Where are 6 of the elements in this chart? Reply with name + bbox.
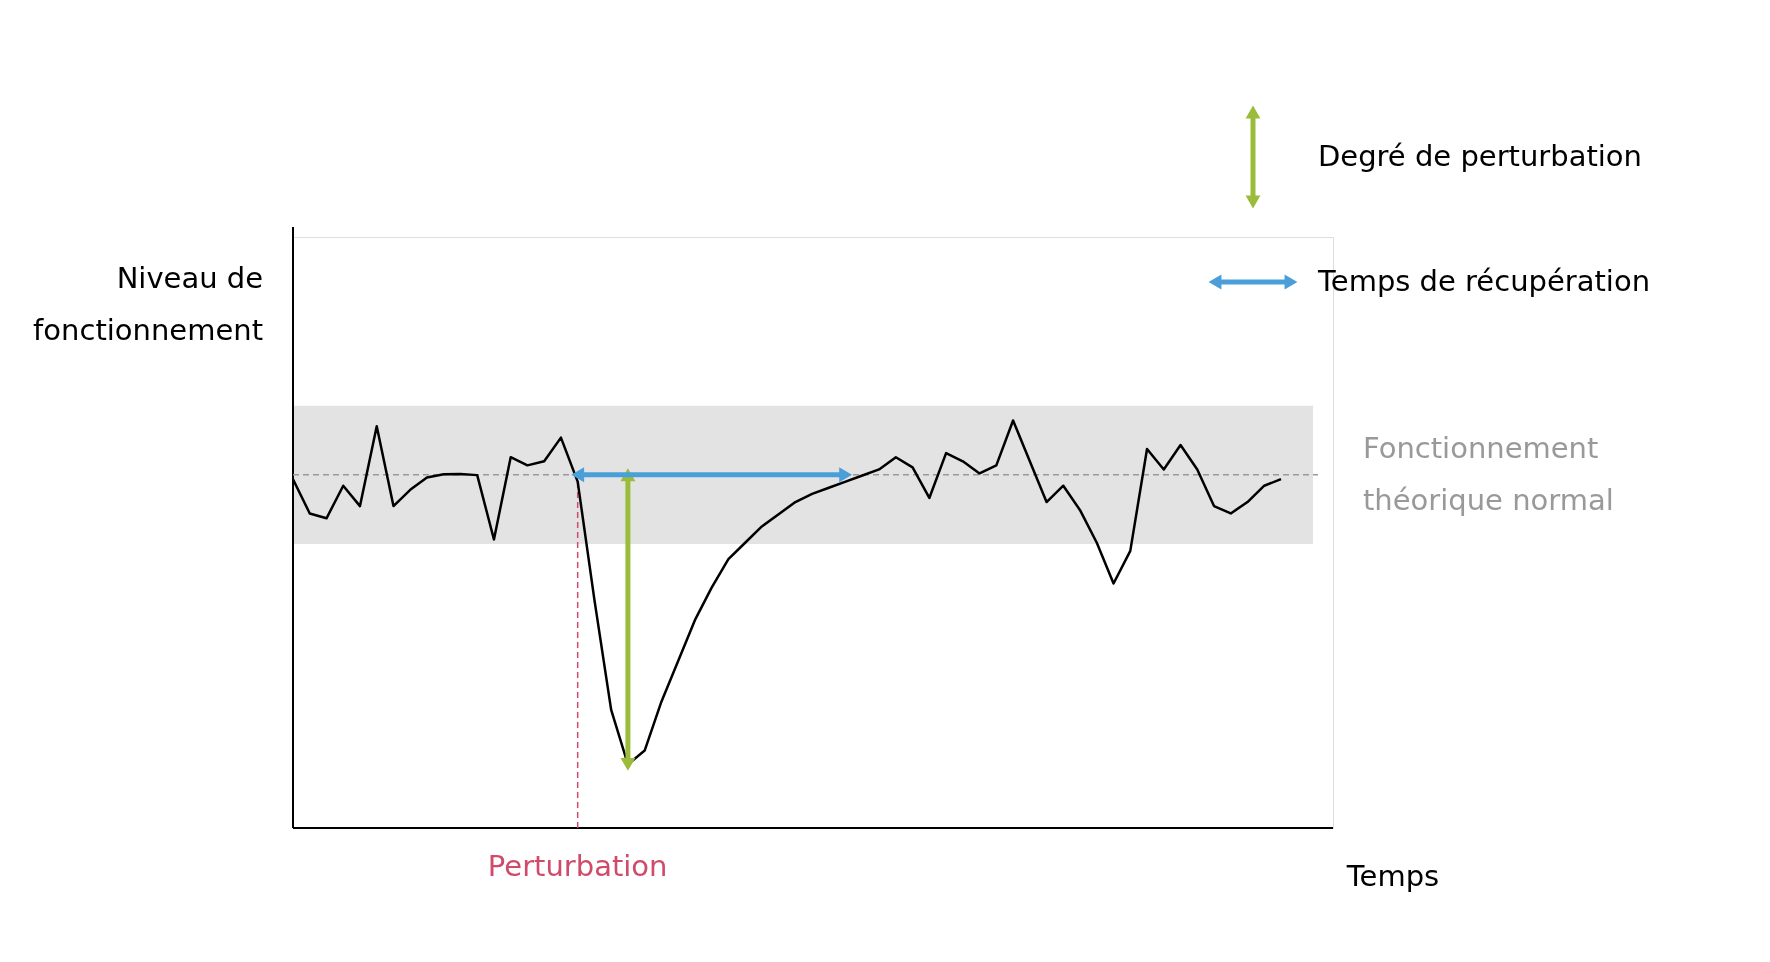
text: Degré de perturbation [1318, 139, 1642, 173]
text: Temps de récupération [1317, 264, 1651, 298]
y-axis-title: Niveau de fonctionnement [33, 261, 263, 347]
text: Perturbation [487, 849, 668, 883]
ref-line-label: Fonctionnement théorique normal [1363, 430, 1614, 517]
x-axis-title: Temps [1345, 859, 1440, 893]
